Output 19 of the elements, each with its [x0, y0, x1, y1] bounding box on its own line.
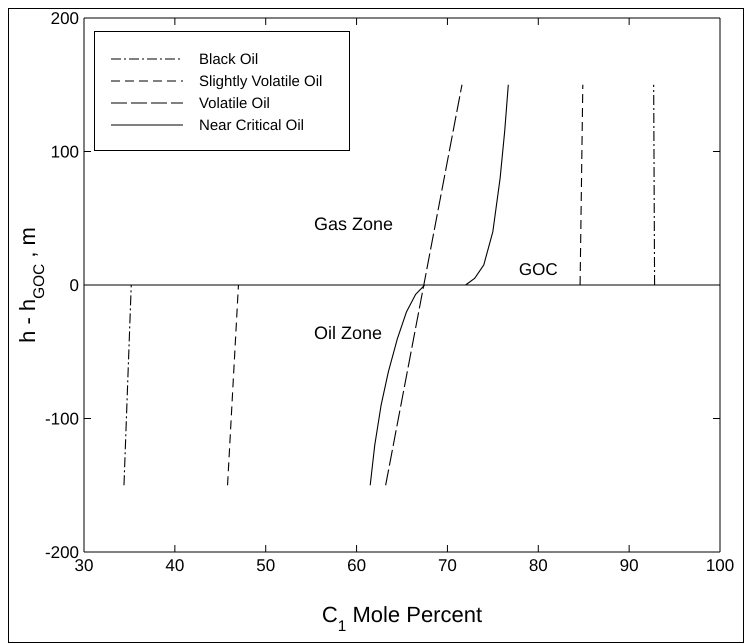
- legend-label: Black Oil: [199, 50, 258, 68]
- annotation: GOC: [518, 260, 558, 279]
- legend-label: Near Critical Oil: [199, 116, 304, 134]
- y-tick-label: 200: [50, 9, 79, 28]
- x-tick-label: 40: [165, 556, 184, 576]
- y-tick-label: 0: [70, 276, 79, 296]
- annotation: Gas Zone: [314, 214, 394, 235]
- x-axis-title: C$_{1}$ Mole Percent: [322, 602, 482, 634]
- annotation: Oil Zone: [314, 323, 382, 344]
- x-tick-label: 90: [620, 556, 639, 576]
- legend-label: Slightly Volatile Oil: [199, 72, 322, 90]
- y-tick-label: -100: [44, 410, 79, 429]
- x-tick-label: 80: [528, 556, 548, 576]
- legend-label: Volatile Oil: [199, 94, 270, 112]
- x-tick-label: 50: [256, 556, 276, 576]
- x-tick-label: 70: [438, 556, 457, 576]
- x-tick-label: 60: [347, 556, 366, 576]
- y-tick-label: 100: [50, 142, 79, 162]
- x-tick-label: 100: [706, 556, 734, 576]
